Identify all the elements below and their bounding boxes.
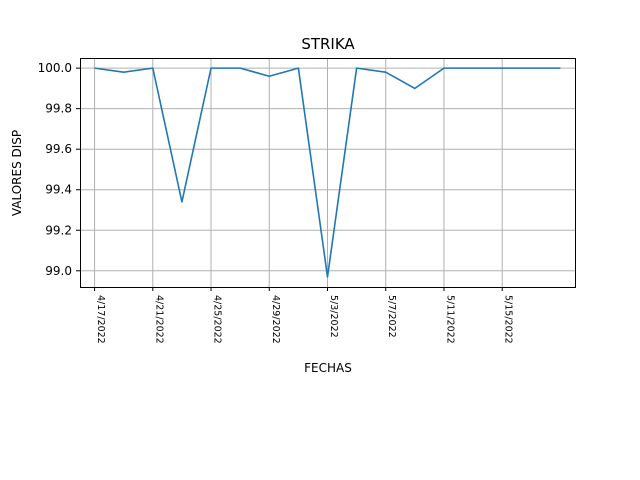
y-axis-label: VALORES DISP bbox=[10, 130, 24, 216]
ticks: 4/17/2022 4/21/2022 4/25/2022 4/29/2022 5/3/… bbox=[38, 61, 514, 344]
x-tick-label: 4/25/2022 bbox=[212, 295, 223, 344]
y-tick-label: 99.4 bbox=[45, 183, 72, 197]
x-tick-label: 5/7/2022 bbox=[386, 295, 397, 338]
chart-title: STRIKA bbox=[301, 35, 355, 53]
x-tick-label: 5/11/2022 bbox=[444, 295, 455, 344]
x-tick-label: 4/21/2022 bbox=[153, 295, 164, 344]
x-tick-label: 4/17/2022 bbox=[95, 295, 106, 344]
y-tick-label: 99.0 bbox=[45, 264, 72, 278]
series-line bbox=[94, 67, 561, 278]
x-tick-label: 5/3/2022 bbox=[328, 295, 339, 338]
grid-lines bbox=[80, 58, 575, 287]
x-axis-label: FECHAS bbox=[304, 361, 352, 375]
y-tick-label: 99.8 bbox=[45, 102, 72, 116]
y-tick-label: 99.2 bbox=[45, 223, 72, 237]
y-tick-label: 99.6 bbox=[45, 142, 72, 156]
x-tick-label: 4/29/2022 bbox=[270, 295, 281, 344]
x-tick-label: 5/15/2022 bbox=[503, 295, 514, 344]
y-tick-label: 100.0 bbox=[38, 61, 72, 75]
series-layer bbox=[94, 67, 561, 278]
